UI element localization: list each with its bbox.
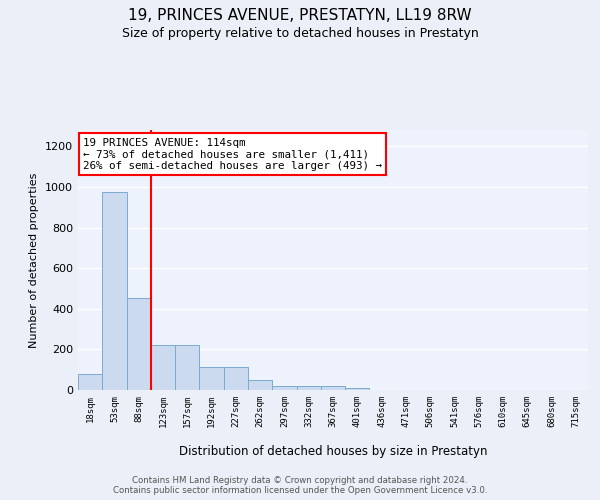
Text: 19, PRINCES AVENUE, PRESTATYN, LL19 8RW: 19, PRINCES AVENUE, PRESTATYN, LL19 8RW — [128, 8, 472, 22]
Bar — [199, 366, 224, 390]
Text: Contains HM Land Registry data © Crown copyright and database right 2024.
Contai: Contains HM Land Registry data © Crown c… — [113, 476, 487, 495]
Bar — [151, 346, 175, 390]
Bar — [224, 366, 248, 390]
Bar — [78, 374, 102, 390]
Bar — [296, 386, 321, 390]
Y-axis label: Number of detached properties: Number of detached properties — [29, 172, 40, 348]
Text: Distribution of detached houses by size in Prestatyn: Distribution of detached houses by size … — [179, 444, 487, 458]
Bar — [272, 386, 296, 390]
Text: Size of property relative to detached houses in Prestatyn: Size of property relative to detached ho… — [122, 28, 478, 40]
Text: 19 PRINCES AVENUE: 114sqm
← 73% of detached houses are smaller (1,411)
26% of se: 19 PRINCES AVENUE: 114sqm ← 73% of detac… — [83, 138, 382, 171]
Bar — [127, 298, 151, 390]
Bar — [321, 386, 345, 390]
Bar — [345, 388, 370, 390]
Bar — [248, 380, 272, 390]
Bar — [102, 192, 127, 390]
Bar — [175, 346, 199, 390]
